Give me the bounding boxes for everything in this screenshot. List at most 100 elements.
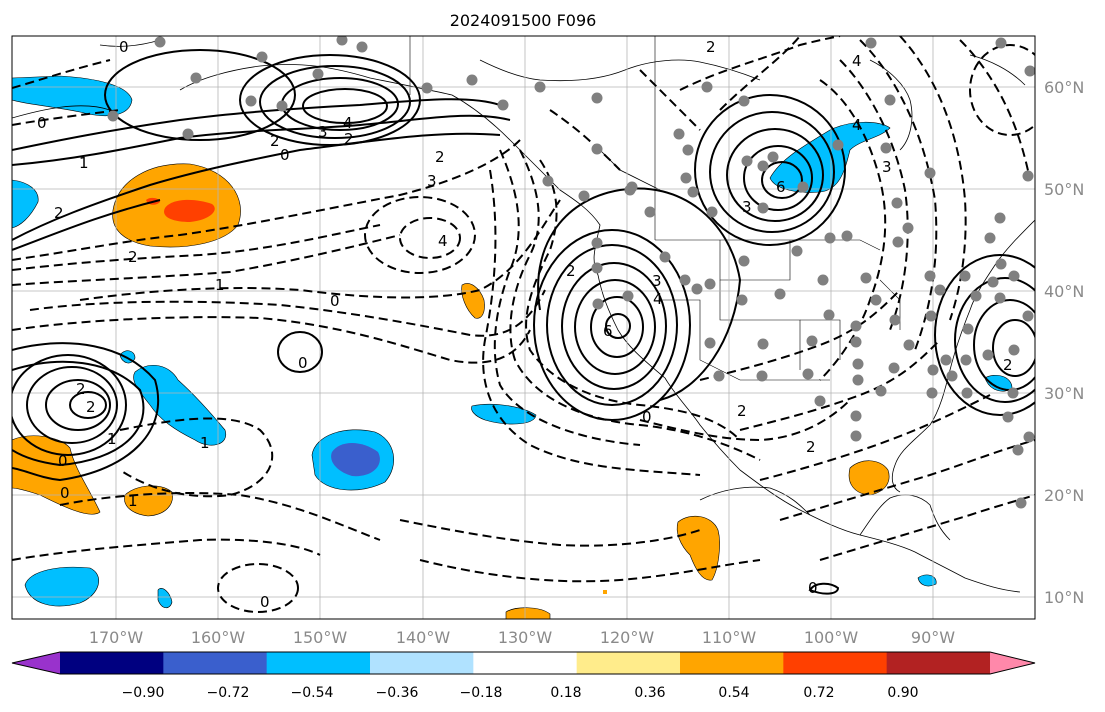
contour-label: 3 [652,272,662,290]
colorbar-tick-label: −0.90 [122,685,165,701]
contour-label: 0 [642,408,652,426]
contour-label: 0 [298,354,308,372]
colorbar-tick-label: 0.72 [803,685,834,701]
latitude-axis: 60°N 50°N 40°N 30°N 20°N 10°N [1044,78,1084,607]
station-markers [107,36,1035,509]
colorbar-tick-label: −0.72 [207,685,250,701]
lat-tick-label: 40°N [1044,282,1084,301]
map-panel: 0 0 1 2 2 2 3 4 2 0 2 3 4 0 1 2 3 4 6 3 … [12,36,1035,619]
shade-positive-region [461,283,485,319]
lon-tick-label: 130°W [498,628,553,647]
lat-tick-label: 10°N [1044,588,1084,607]
contour-label: 2 [435,148,445,166]
lon-tick-label: 100°W [804,628,859,647]
contour-label: 2 [270,132,280,150]
map-title: 2024091500 F096 [450,11,597,30]
contour-label: 2 [54,204,64,222]
contour-label: 2 [737,402,747,420]
contour-label: 0 [37,114,47,132]
contour-label: 0 [280,146,290,164]
shade-negative-region [157,588,173,609]
shade-positive-region [505,607,551,619]
contour-label: 1 [215,276,225,294]
lon-tick-label: 150°W [293,628,348,647]
contour-label: 1 [79,154,89,172]
lat-tick-label: 60°N [1044,78,1084,97]
contour-label: 2 [706,38,716,56]
contour-label: 2 [1003,356,1013,374]
colorbar-tick-label: −0.36 [376,685,419,701]
colorbar-segment [886,652,991,674]
colorbar-segment [576,652,681,674]
colorbar-segment [473,652,578,674]
contour-label: 0 [58,452,68,470]
contour-label: 2 [86,398,96,416]
contour-label: 4 [852,116,862,134]
lon-tick-label: 110°W [702,628,757,647]
contour-label: 0 [808,579,818,597]
contour-label: 0 [119,38,129,56]
lat-tick-label: 20°N [1044,486,1084,505]
lat-tick-label: 30°N [1044,384,1084,403]
colorbar-ticks: −0.90 −0.72 −0.54 −0.36 −0.18 0.18 0.36 … [122,685,919,701]
contour-label: 1 [128,492,138,510]
colorbar-outline [11,651,1036,675]
colorbar [11,651,1036,675]
shade-negative-region [471,404,537,425]
contour-label: 3 [882,158,892,176]
contour-label: 1 [200,434,210,452]
contour-label: 1 [107,430,117,448]
colorbar-tick-label: 0.18 [550,685,581,701]
colorbar-segment [370,652,474,674]
colorbar-segment [680,652,784,674]
contour-label: 2 [128,248,138,266]
contour-label: 4 [343,114,353,132]
longitude-axis: 170°W 160°W 150°W 140°W 130°W 120°W 110°… [89,628,955,647]
shade-positive-region [848,460,890,496]
contour-label: 2 [76,380,86,398]
contour-label: 3 [427,172,437,190]
contour-label: 4 [438,232,448,250]
colorbar-segment [266,652,371,674]
colorbar-extend-max [990,652,1035,674]
colorbar-tick-label: 0.54 [718,685,749,701]
contour-label: 2 [566,262,576,280]
solid-contours [12,49,1035,595]
shade-strong-negative-region [331,443,380,477]
colorbar-tick-label: 0.36 [634,685,665,701]
contour-label: 0 [60,484,70,502]
lon-tick-label: 170°W [89,628,144,647]
gridlines [12,36,1035,619]
lon-tick-label: 90°W [911,628,955,647]
shade-strong-positive-region [164,199,215,222]
shade-negative-region [24,566,99,607]
contour-label: 2 [344,130,354,148]
lat-tick-label: 50°N [1044,180,1084,199]
map-frame [11,35,1036,620]
colorbar-tick-label: −0.18 [460,685,503,701]
contour-label: 4 [852,52,862,70]
shade-negative-region [917,574,937,587]
contour-label: 6 [603,322,613,340]
shade-positive-region [676,515,720,581]
shade-negative-region [769,121,891,193]
contour-label: 0 [260,593,270,611]
colorbar-tick-label: −0.54 [291,685,334,701]
contour-label: 3 [742,198,752,216]
shade-negative-region [12,179,39,229]
colorbar-segment [163,652,268,674]
lon-tick-label: 160°W [191,628,246,647]
colorbar-segment [60,652,164,674]
contour-label: 2 [806,438,816,456]
contour-labels: 0 0 1 2 2 2 3 4 2 0 2 3 4 0 1 2 3 4 6 3 … [37,38,1013,611]
contour-label: 3 [318,123,328,141]
lon-tick-label: 120°W [600,628,655,647]
colorbar-tick-label: 0.90 [887,685,918,701]
contour-label: 0 [330,292,340,310]
contour-label: 4 [653,290,663,308]
lon-tick-label: 140°W [396,628,451,647]
colorbar-extend-min [12,652,60,674]
colorbar-segment [783,652,888,674]
shade-negative-region [12,75,133,117]
